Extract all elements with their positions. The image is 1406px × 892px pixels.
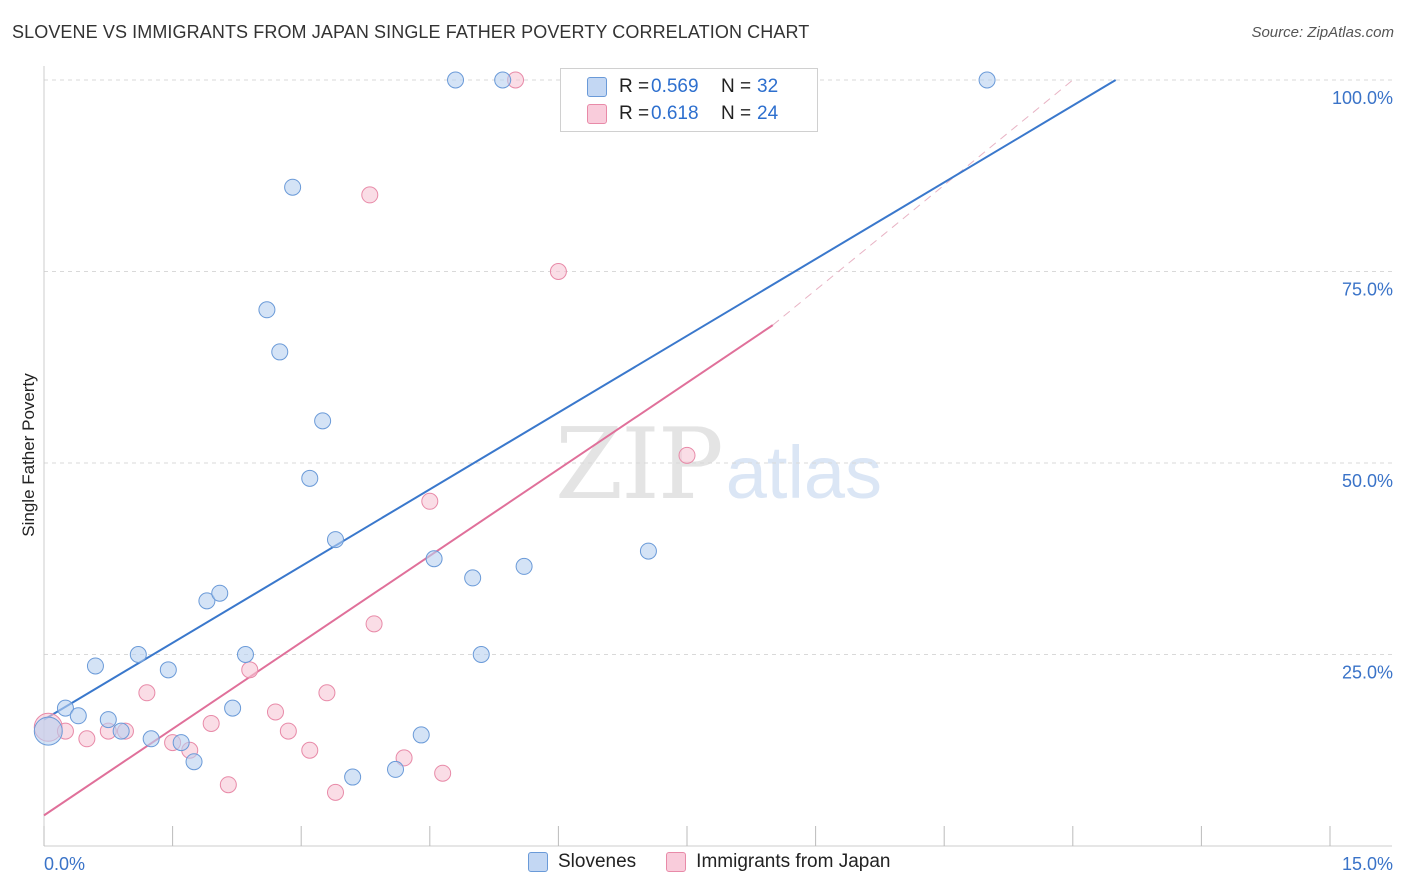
x-tick-label: 15.0% [1342,854,1393,874]
data-point-slovenes [172,734,190,752]
legend-swatch-pink [666,852,687,872]
x-tick-label: 0.0% [44,854,85,874]
series-legend: Slovenes Immigrants from Japan [528,851,920,873]
trend-line-slovenes [43,79,1117,721]
data-point-slovenes [494,71,512,89]
legend-r-label: R = [619,76,650,97]
data-point-slovenes [284,178,302,196]
watermark: ZIPatlas [555,408,882,522]
data-point-japan [678,446,696,464]
legend-item-japan: Immigrants from Japan [666,851,890,873]
data-point-slovenes [447,71,465,89]
y-tick-label: 25.0% [1342,663,1393,683]
data-point-slovenes [271,343,289,361]
chart-title: SLOVENE VS IMMIGRANTS FROM JAPAN SINGLE … [12,22,810,42]
data-point-slovenes [464,569,482,587]
data-point-japan [361,186,379,204]
data-point-slovenes [56,699,74,717]
data-point-slovenes [159,661,177,679]
y-tick-label: 75.0% [1342,280,1393,300]
data-point-slovenes [33,716,63,746]
data-point-slovenes [69,707,87,725]
legend-item-slovenes: Slovenes [528,851,636,873]
data-point-slovenes [472,646,490,663]
data-point-japan [395,749,413,767]
data-point-japan [202,714,220,732]
legend-n-value: 24 [757,103,779,124]
data-point-japan [434,764,452,782]
correlation-legend: R = 0.569 N = 32 R = 0.618 N = 24 [560,68,818,132]
axis-layer [43,66,1392,847]
trend-layer [43,79,1117,817]
data-point-slovenes [142,730,160,748]
data-point-slovenes [387,760,405,778]
trend-line-japan [43,324,774,817]
data-point-japan [421,492,439,510]
data-point-japan [326,783,344,801]
points-layer [33,71,996,801]
legend-n-value: 32 [757,76,779,97]
data-point-slovenes [185,753,203,771]
data-point-slovenes [425,550,443,568]
data-point-slovenes [86,657,104,675]
data-point-japan [279,722,297,740]
data-point-slovenes [112,722,130,740]
data-point-japan [365,615,383,633]
legend-n-label: N = [721,103,752,124]
data-point-slovenes [515,557,533,575]
watermark-atlas: atlas [725,431,883,514]
data-point-slovenes [326,531,344,549]
grid-layer [44,79,1392,655]
legend-r-value: 0.569 [651,76,699,97]
legend-label-slovenes: Slovenes [558,851,637,872]
legend-label-japan: Immigrants from Japan [696,851,891,872]
legend-r-value: 0.618 [651,103,699,124]
data-point-slovenes [258,301,276,319]
legend-swatch-pink [587,104,607,124]
data-point-japan [266,703,284,721]
legend-swatch-blue [587,77,607,97]
watermark-zip: ZIP [555,408,724,522]
data-point-slovenes [198,592,216,610]
data-point-slovenes [211,584,229,602]
y-tick-label: 50.0% [1342,471,1393,491]
y-axis-title: Single Father Poverty [19,373,38,537]
data-point-japan [219,776,237,794]
data-point-slovenes [314,412,332,430]
legend-swatch-blue [528,852,548,872]
data-point-slovenes [344,768,362,786]
source-label: Source: ZipAtlas.com [1251,24,1394,41]
trend-extension-japan [772,79,1074,326]
data-point-japan [318,684,336,702]
data-point-slovenes [129,646,147,663]
legend-row-slovenes: R = 0.569 N = 32 [587,74,778,100]
data-point-japan [138,684,156,702]
data-point-slovenes [412,726,430,744]
legend-r-label: R = [619,103,650,124]
data-point-slovenes [301,469,319,487]
label-layer: 25.0% 50.0% 75.0% 100.0% 0.0% 15.0% Single Fat… [19,88,1393,874]
y-tick-label: 100.0% [1332,88,1393,108]
data-point-slovenes [99,711,117,729]
data-point-slovenes [236,646,254,663]
data-point-slovenes [224,699,242,717]
data-point-japan [78,730,96,748]
data-point-japan [301,741,319,759]
data-point-japan [549,263,567,280]
data-point-slovenes [639,542,657,560]
legend-row-japan: R = 0.618 N = 24 [587,101,778,127]
data-point-japan [241,661,259,679]
legend-n-label: N = [721,76,752,97]
data-point-slovenes [978,71,996,89]
